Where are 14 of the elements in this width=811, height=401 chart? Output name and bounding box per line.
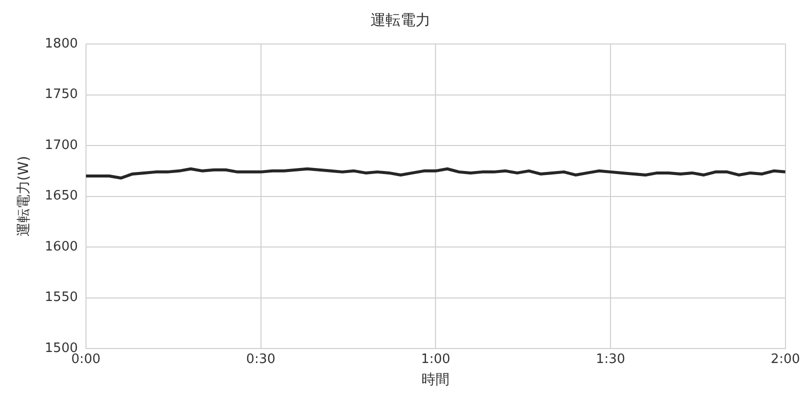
y-tick-label: 1550 (44, 290, 78, 306)
x-axis-title: 時間 (422, 372, 450, 388)
y-tick-label: 1600 (44, 239, 78, 254)
y-tick-label: 1650 (44, 188, 78, 204)
y-tick-label: 1800 (44, 36, 78, 52)
x-tick-label: 1:30 (596, 352, 626, 367)
x-tick-label: 2:00 (770, 352, 800, 367)
x-tick-label: 0:00 (71, 352, 100, 367)
y-axis-title: 運転電力(W) (16, 156, 32, 237)
y-tick-label: 1700 (44, 138, 78, 153)
x-tick-label: 1:00 (421, 352, 450, 367)
chart-title: 運転電力 (370, 10, 430, 29)
y-tick-label: 1750 (44, 87, 78, 102)
x-tick-label: 0:30 (246, 352, 276, 367)
